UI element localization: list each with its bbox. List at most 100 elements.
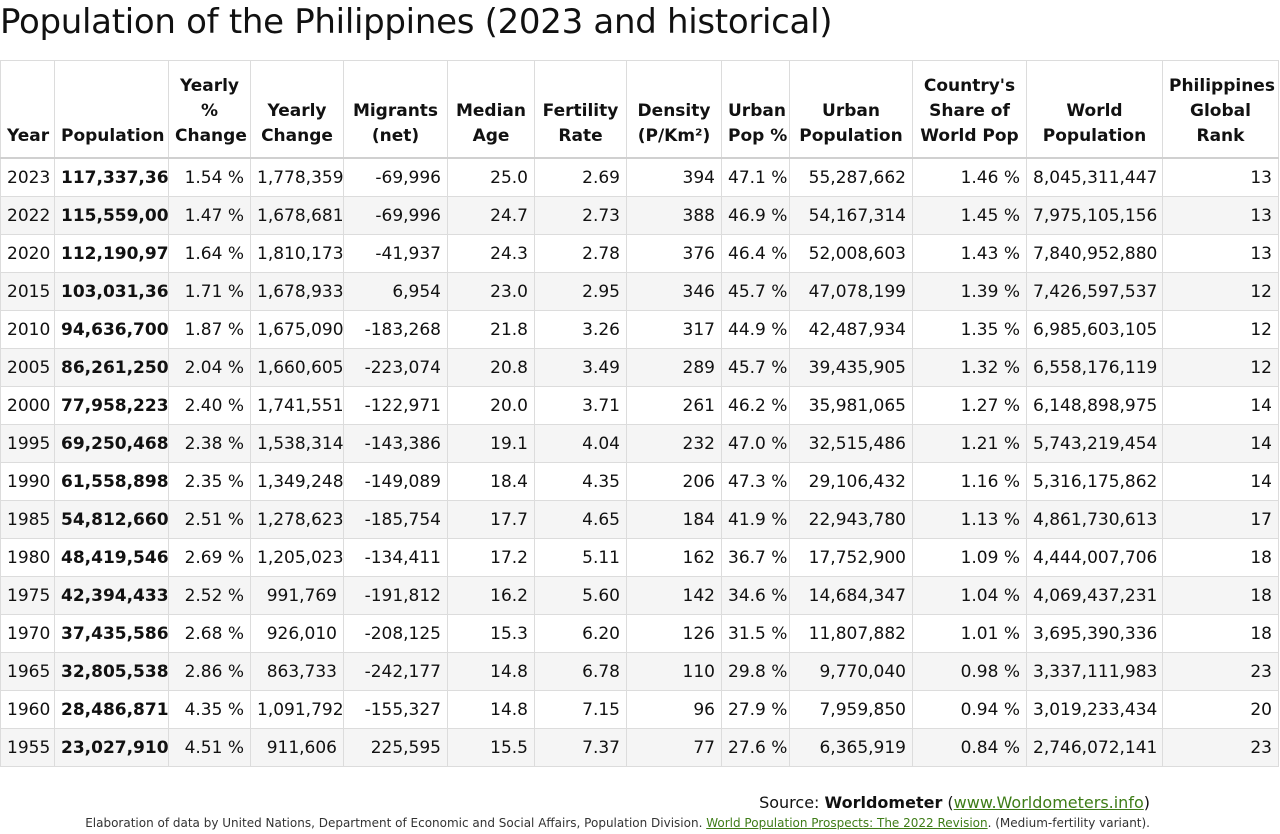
- cell-density: 376: [626, 234, 722, 273]
- cell-world-share: 0.98 %: [912, 652, 1027, 691]
- cell-urban-population: 47,078,199: [789, 272, 913, 311]
- cell-world-population: 4,444,007,706: [1026, 538, 1163, 577]
- cell-world-population: 7,840,952,880: [1026, 234, 1163, 273]
- cell-world-share: 1.39 %: [912, 272, 1027, 311]
- cell-world-population: 3,695,390,336: [1026, 614, 1163, 653]
- cell-yearly-pct-change: 2.38 %: [168, 424, 251, 463]
- cell-population: 28,486,871: [54, 690, 169, 729]
- cell-urban-population: 39,435,905: [789, 348, 913, 387]
- cell-global-rank: 14: [1162, 424, 1279, 463]
- cell-migrants: -69,996: [343, 157, 448, 197]
- cell-population: 94,636,700: [54, 310, 169, 349]
- cell-world-population: 7,426,597,537: [1026, 272, 1163, 311]
- cell-density: 289: [626, 348, 722, 387]
- cell-world-share: 1.13 %: [912, 500, 1027, 539]
- cell-world-share: 0.84 %: [912, 728, 1027, 767]
- cell-year: 2023: [0, 157, 55, 197]
- cell-density: 232: [626, 424, 722, 463]
- header-global-rank[interactable]: Philippines Global Rank: [1162, 60, 1279, 159]
- cell-migrants: -143,386: [343, 424, 448, 463]
- cell-median-age: 20.0: [447, 386, 535, 425]
- cell-migrants: -223,074: [343, 348, 448, 387]
- cell-yearly-pct-change: 2.68 %: [168, 614, 251, 653]
- page-title: Population of the Philippines (2023 and …: [0, 2, 833, 42]
- table-header-row: Year Population Yearly% Change Yearly Chan…: [0, 60, 1279, 159]
- cell-fertility-rate: 5.60: [534, 576, 627, 615]
- cell-year: 1975: [0, 576, 55, 615]
- header-fertility-rate[interactable]: Fertility Rate: [534, 60, 627, 159]
- cell-median-age: 20.8: [447, 348, 535, 387]
- header-urban-population[interactable]: Urban Population: [789, 60, 913, 159]
- note-link[interactable]: World Population Prospects: The 2022 Rev…: [706, 816, 988, 830]
- cell-density: 126: [626, 614, 722, 653]
- cell-urban-pop-pct: 41.9 %: [721, 500, 790, 539]
- cell-global-rank: 12: [1162, 272, 1279, 311]
- cell-fertility-rate: 6.78: [534, 652, 627, 691]
- cell-yearly-change: 1,678,933: [250, 272, 344, 311]
- cell-population: 115,559,009: [54, 196, 169, 235]
- cell-urban-pop-pct: 36.7 %: [721, 538, 790, 577]
- table-row: 1995 69,250,468 2.38 % 1,538,314 -143,386 19.…: [0, 424, 1279, 463]
- header-population[interactable]: Population: [54, 60, 169, 159]
- cell-median-age: 21.8: [447, 310, 535, 349]
- cell-density: 142: [626, 576, 722, 615]
- cell-fertility-rate: 2.78: [534, 234, 627, 273]
- cell-median-age: 17.2: [447, 538, 535, 577]
- cell-yearly-pct-change: 1.64 %: [168, 234, 251, 273]
- table-row: 2015 103,031,365 1.71 % 1,678,933 6,954 23.0 2…: [0, 272, 1279, 311]
- cell-world-share: 1.43 %: [912, 234, 1027, 273]
- cell-urban-population: 32,515,486: [789, 424, 913, 463]
- cell-world-population: 6,985,603,105: [1026, 310, 1163, 349]
- cell-world-share: 1.16 %: [912, 462, 1027, 501]
- cell-global-rank: 14: [1162, 462, 1279, 501]
- cell-world-share: 1.09 %: [912, 538, 1027, 577]
- cell-yearly-pct-change: 1.87 %: [168, 310, 251, 349]
- cell-median-age: 17.7: [447, 500, 535, 539]
- header-migrants[interactable]: Migrants (net): [343, 60, 448, 159]
- cell-urban-pop-pct: 47.1 %: [721, 157, 790, 197]
- cell-yearly-pct-change: 2.35 %: [168, 462, 251, 501]
- header-year[interactable]: Year: [0, 60, 55, 159]
- cell-median-age: 18.4: [447, 462, 535, 501]
- cell-urban-pop-pct: 47.3 %: [721, 462, 790, 501]
- cell-world-population: 6,558,176,119: [1026, 348, 1163, 387]
- table-row: 1960 28,486,871 4.35 % 1,091,792 -155,327 14.…: [0, 690, 1279, 729]
- cell-year: 2000: [0, 386, 55, 425]
- header-density[interactable]: Density (P/Km²): [626, 60, 722, 159]
- cell-year: 1980: [0, 538, 55, 577]
- cell-population: 103,031,365: [54, 272, 169, 311]
- cell-density: 394: [626, 157, 722, 197]
- cell-urban-pop-pct: 46.9 %: [721, 196, 790, 235]
- cell-yearly-change: 1,349,248: [250, 462, 344, 501]
- header-yearly-change[interactable]: Yearly Change: [250, 60, 344, 159]
- cell-median-age: 16.2: [447, 576, 535, 615]
- header-median-age[interactable]: Median Age: [447, 60, 535, 159]
- cell-migrants: -183,268: [343, 310, 448, 349]
- cell-yearly-pct-change: 2.52 %: [168, 576, 251, 615]
- table-row: 1990 61,558,898 2.35 % 1,349,248 -149,089 18.…: [0, 462, 1279, 501]
- source-link[interactable]: www.Worldometers.info: [953, 793, 1144, 812]
- cell-population: 32,805,538: [54, 652, 169, 691]
- cell-world-population: 4,069,437,231: [1026, 576, 1163, 615]
- cell-global-rank: 12: [1162, 348, 1279, 387]
- cell-world-share: 1.27 %: [912, 386, 1027, 425]
- cell-world-share: 1.01 %: [912, 614, 1027, 653]
- cell-urban-population: 29,106,432: [789, 462, 913, 501]
- header-yearly-pct-change[interactable]: Yearly% Change: [168, 60, 251, 159]
- cell-year: 2022: [0, 196, 55, 235]
- cell-median-age: 14.8: [447, 690, 535, 729]
- cell-density: 317: [626, 310, 722, 349]
- cell-yearly-change: 1,278,623: [250, 500, 344, 539]
- cell-year: 1995: [0, 424, 55, 463]
- cell-world-population: 4,861,730,613: [1026, 500, 1163, 539]
- cell-yearly-pct-change: 2.51 %: [168, 500, 251, 539]
- cell-density: 162: [626, 538, 722, 577]
- header-urban-pop-pct[interactable]: Urban Pop %: [721, 60, 790, 159]
- cell-migrants: -149,089: [343, 462, 448, 501]
- header-world-share[interactable]: Country's Share of World Pop: [912, 60, 1027, 159]
- cell-urban-population: 35,981,065: [789, 386, 913, 425]
- cell-median-age: 19.1: [447, 424, 535, 463]
- cell-median-age: 15.5: [447, 728, 535, 767]
- header-world-population[interactable]: World Population: [1026, 60, 1163, 159]
- cell-median-age: 15.3: [447, 614, 535, 653]
